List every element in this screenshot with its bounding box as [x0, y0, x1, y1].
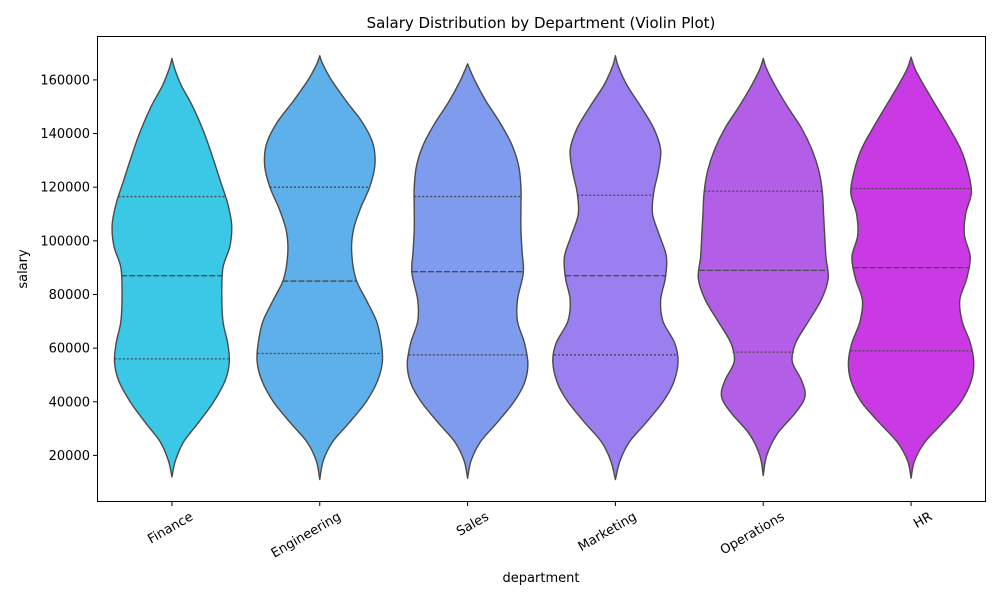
plot-frame — [97, 36, 986, 502]
violin-body — [256, 55, 384, 481]
x-tick-label: Sales — [454, 509, 492, 539]
violin-finance — [111, 57, 233, 478]
violin-body — [111, 57, 233, 478]
violin-marketing — [552, 55, 679, 481]
y-tick-label: 20000 — [49, 449, 90, 464]
x-tick-label: HR — [911, 509, 935, 531]
y-axis-title: salary — [16, 249, 31, 289]
violin-body — [697, 57, 830, 477]
y-tick-label: 120000 — [40, 181, 90, 196]
violin-operations — [697, 57, 830, 477]
y-tick-label: 40000 — [49, 395, 90, 410]
violins-group — [111, 55, 975, 481]
violin-hr — [847, 56, 975, 479]
x-tick-label: Operations — [718, 509, 788, 558]
violin-body — [406, 63, 529, 479]
y-tick-label: 80000 — [49, 288, 90, 303]
x-tick-label: Marketing — [576, 509, 640, 554]
x-axis: Finance Engineering Sales Marketing Operatio… — [145, 501, 935, 561]
violin-engineering — [256, 55, 384, 481]
chart-title: Salary Distribution by Department (Violi… — [367, 14, 716, 32]
y-tick-label: 160000 — [40, 73, 90, 88]
violin-sales — [406, 63, 529, 479]
x-tick-label: Finance — [145, 509, 196, 547]
y-axis: 20000 40000 60000 80000 100000 120000 140000 16… — [40, 73, 98, 464]
y-tick-label: 60000 — [49, 342, 90, 357]
y-tick-label: 100000 — [40, 234, 90, 249]
x-tick-label: Engineering — [269, 509, 344, 561]
x-axis-title: department — [503, 571, 580, 586]
violin-body — [552, 55, 679, 481]
y-tick-label: 140000 — [40, 127, 90, 142]
